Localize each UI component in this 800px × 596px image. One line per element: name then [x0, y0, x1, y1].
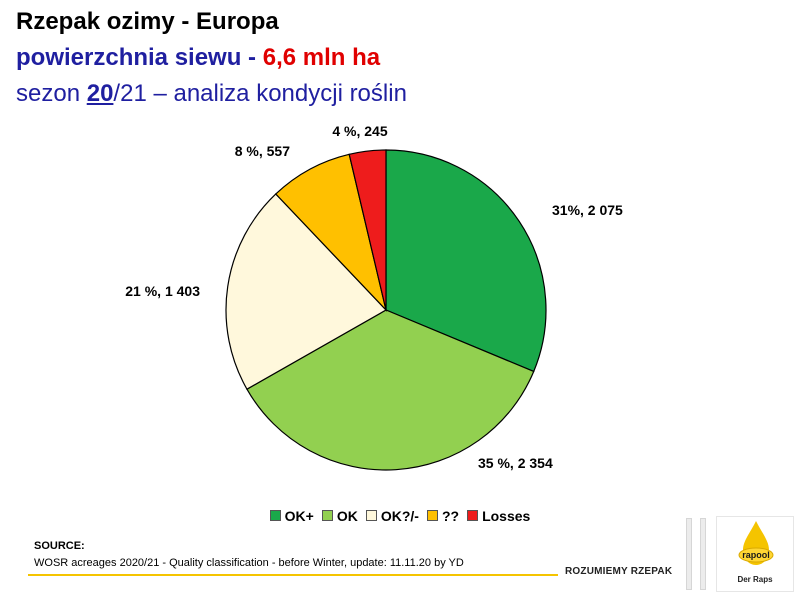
source-text: WOSR acreages 2020/21 - Quality classifi…	[34, 557, 464, 569]
data-label-0: 31%, 2 075	[552, 202, 623, 218]
source-heading: SOURCE:	[34, 540, 85, 552]
slide-subtitle: powierzchnia siewu - 6,6 mln ha	[16, 44, 380, 72]
source-divider	[28, 574, 558, 576]
pie-slice-2	[225, 193, 387, 390]
legend-swatch-0	[269, 510, 281, 521]
data-label-2: 21 %, 1 403	[125, 283, 200, 299]
legend-swatch-3	[426, 510, 438, 521]
data-label-3: 8 %, 557	[235, 143, 290, 159]
decor-bar-left	[686, 518, 692, 590]
legend-swatch-1	[321, 510, 333, 521]
rapool-logo: rapool Der Raps	[716, 516, 794, 592]
season-year: 20	[86, 80, 114, 107]
data-label-1: 35 %, 2 354	[478, 455, 553, 471]
pie-slice-3	[274, 153, 388, 313]
pie-slice-0	[385, 149, 547, 373]
slide-title: Rzepak ozimy - Europa	[16, 8, 279, 35]
legend-swatch-2	[365, 510, 377, 521]
pie-slice-1	[246, 309, 535, 471]
legend-label-0: OK+	[284, 508, 314, 524]
footer-slogan: ROZUMIEMY RZEPAK	[565, 566, 673, 577]
chart-legend: OK+ OK OK?/-?? Losses	[0, 508, 800, 524]
legend-item-2: OK?/-	[365, 508, 419, 524]
season-suffix: /21 – analiza kondycji roślin	[113, 80, 407, 107]
legend-item-4: Losses	[467, 508, 530, 524]
subtitle-text: powierzchnia siewu -	[16, 44, 263, 71]
pie-slice-4	[348, 149, 387, 311]
legend-label-2: OK?/-	[380, 508, 419, 524]
legend-label-3: ??	[441, 508, 460, 524]
rapool-wordmark: rapool	[742, 550, 770, 560]
rapool-drop-icon: rapool	[738, 521, 774, 565]
legend-label-1: OK	[336, 508, 358, 524]
legend-swatch-4	[467, 510, 479, 521]
decor-bar-right	[700, 518, 706, 590]
season-prefix: sezon	[16, 80, 87, 107]
logo-tagline: Der Raps	[737, 575, 773, 584]
legend-item-0: OK+	[269, 508, 314, 524]
season-line: sezon 20/21 – analiza kondycji roślin	[16, 80, 407, 108]
subtitle-highlight: 6,6 mln ha	[262, 44, 381, 71]
legend-label-4: Losses	[482, 508, 531, 524]
legend-item-1: OK	[321, 508, 358, 524]
pie-chart: 31%, 2 075 35 %, 2 354 21 %, 1 403 8 %, 557…	[125, 123, 623, 471]
legend-item-3: ??	[426, 508, 460, 524]
data-label-4: 4 %, 245	[332, 123, 387, 139]
